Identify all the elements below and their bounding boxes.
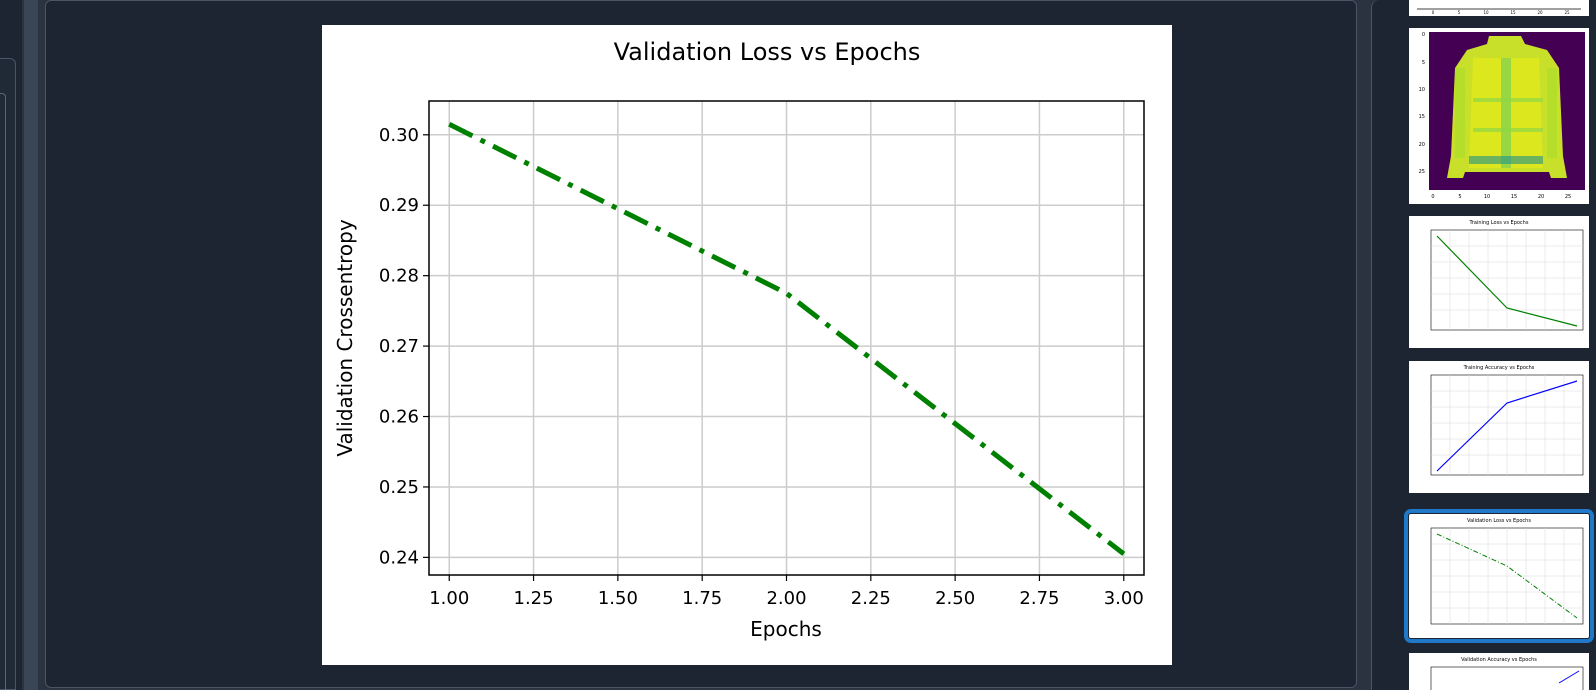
validation-loss-chart: 0.24 0.25 0.26 0.27 0.28 0.29 0.30 1.00 1.25 1.5… bbox=[333, 38, 1145, 641]
svg-text:20: 20 bbox=[1419, 142, 1425, 148]
y-tick-label: 0.28 bbox=[379, 266, 419, 287]
x-tick-label: 1.75 bbox=[682, 588, 722, 609]
sidebar-collapse-handle[interactable] bbox=[0, 93, 6, 690]
training-loss-preview: Training Loss vs Epochs bbox=[1430, 220, 1584, 331]
svg-text:5: 5 bbox=[1422, 60, 1425, 66]
thumb-training-loss-title: Training Loss vs Epochs bbox=[1469, 220, 1529, 226]
svg-text:5: 5 bbox=[1458, 10, 1461, 15]
thumb-validation-accuracy-title: Validation Accuracy vs Epochs bbox=[1461, 657, 1537, 663]
svg-text:25: 25 bbox=[1564, 10, 1570, 15]
y-axis-label: Validation Crossentropy bbox=[333, 219, 357, 456]
plot-thumbnail-strip[interactable]: 0 5 10 15 20 25 0 5 10 15 20 25 bbox=[1371, 0, 1596, 690]
series-line-validation-loss bbox=[448, 121, 1126, 556]
thumb-validation-loss-title: Validation Loss vs Epochs bbox=[1467, 518, 1531, 524]
x-axis-label: Epochs bbox=[750, 617, 822, 641]
thumb-training-accuracy-title: Training Accuracy vs Epochs bbox=[1463, 365, 1535, 371]
chart-grid bbox=[429, 101, 1144, 575]
svg-text:10: 10 bbox=[1419, 87, 1425, 93]
x-tick-label: 1.00 bbox=[429, 588, 469, 609]
svg-text:5: 5 bbox=[1458, 194, 1461, 200]
thumb-validation-loss[interactable]: Validation Loss vs Epochs bbox=[1404, 509, 1594, 643]
chart-title: Validation Loss vs Epochs bbox=[614, 38, 921, 66]
main-plot-card: 0.24 0.25 0.26 0.27 0.28 0.29 0.30 1.00 1.25 1.5… bbox=[322, 25, 1172, 665]
x-tick-label: 2.25 bbox=[851, 588, 891, 609]
y-tick-label: 0.29 bbox=[379, 195, 419, 216]
y-tick-label: 0.27 bbox=[379, 336, 419, 357]
main-plot-panel: 0.24 0.25 0.26 0.27 0.28 0.29 0.30 1.00 1.25 1.5… bbox=[45, 0, 1357, 688]
y-tick-label: 0.24 bbox=[379, 547, 419, 568]
validation-accuracy-preview: Validation Accuracy vs Epochs bbox=[1430, 657, 1584, 690]
panel-splitter[interactable] bbox=[24, 0, 38, 690]
thumb-training-accuracy[interactable]: Training Accuracy vs Epochs bbox=[1409, 361, 1589, 493]
thumb-training-loss[interactable]: Training Loss vs Epochs bbox=[1409, 216, 1589, 348]
y-tick-label: 0.26 bbox=[379, 407, 419, 428]
svg-text:10: 10 bbox=[1484, 194, 1490, 200]
svg-text:0: 0 bbox=[1432, 10, 1435, 15]
x-tick-label: 3.00 bbox=[1104, 588, 1144, 609]
left-gutter bbox=[0, 0, 22, 690]
svg-text:20: 20 bbox=[1537, 10, 1543, 15]
x-tick-label: 1.50 bbox=[598, 588, 638, 609]
svg-text:25: 25 bbox=[1565, 194, 1571, 200]
svg-text:10: 10 bbox=[1483, 10, 1489, 15]
svg-text:15: 15 bbox=[1419, 114, 1425, 120]
svg-text:0: 0 bbox=[1431, 194, 1434, 200]
x-tick-label: 1.25 bbox=[514, 588, 554, 609]
x-tick-label: 2.00 bbox=[766, 588, 806, 609]
y-tick-label: 0.30 bbox=[379, 125, 419, 146]
svg-text:20: 20 bbox=[1538, 194, 1544, 200]
svg-text:25: 25 bbox=[1419, 169, 1425, 175]
svg-text:0: 0 bbox=[1422, 32, 1425, 38]
image-sample-preview: 0 5 10 15 20 25 0 5 10 15 20 25 bbox=[1419, 32, 1585, 200]
x-axis-ticks: 1.00 1.25 1.50 1.75 2.00 2.25 2.50 2.75 3.00 bbox=[429, 575, 1144, 609]
svg-text:15: 15 bbox=[1511, 194, 1517, 200]
training-accuracy-preview: Training Accuracy vs Epochs bbox=[1430, 365, 1584, 476]
svg-text:15: 15 bbox=[1510, 10, 1516, 15]
sidebar-collapse-tab[interactable] bbox=[0, 58, 16, 690]
thumb-partial-top[interactable]: 0 5 10 15 20 25 bbox=[1409, 0, 1589, 16]
thumb-image-sample[interactable]: 0 5 10 15 20 25 0 5 10 15 20 25 bbox=[1409, 28, 1589, 204]
validation-loss-preview: Validation Loss vs Epochs bbox=[1430, 518, 1584, 625]
x-tick-label: 2.75 bbox=[1019, 588, 1059, 609]
x-tick-label: 2.50 bbox=[935, 588, 975, 609]
y-tick-label: 0.25 bbox=[379, 477, 419, 498]
thumb-partial-top-preview: 0 5 10 15 20 25 bbox=[1417, 8, 1581, 15]
thumb-validation-accuracy[interactable]: Validation Accuracy vs Epochs bbox=[1409, 653, 1589, 690]
y-axis-ticks: 0.24 0.25 0.26 0.27 0.28 0.29 0.30 bbox=[379, 125, 429, 568]
